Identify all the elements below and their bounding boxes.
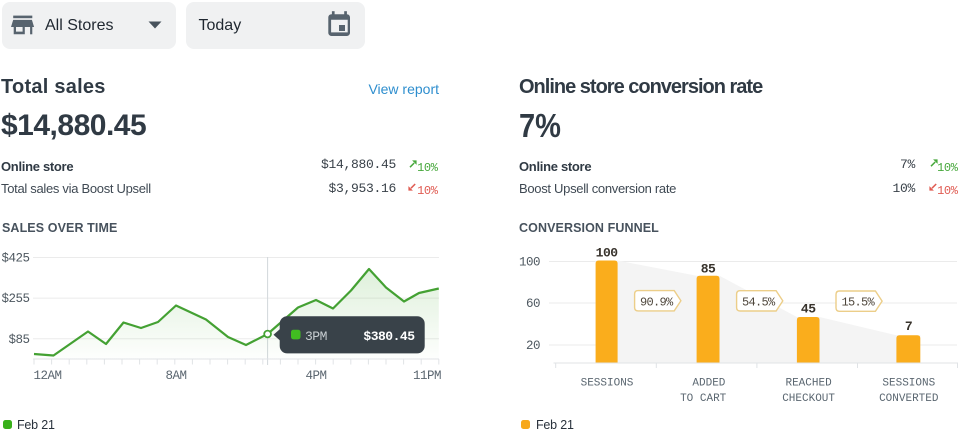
svg-text:CONVERTED: CONVERTED — [879, 393, 939, 405]
svg-text:54.5%: 54.5% — [742, 295, 776, 309]
svg-text:$255: $255 — [1, 292, 29, 306]
svg-text:100: 100 — [519, 256, 540, 270]
svg-text:ADDED: ADDED — [692, 378, 725, 390]
svg-text:$380.45: $380.45 — [363, 329, 415, 344]
svg-text:8AM: 8AM — [165, 369, 186, 383]
svg-text:100: 100 — [596, 246, 619, 261]
svg-text:4PM: 4PM — [305, 369, 326, 383]
svg-text:60: 60 — [526, 297, 540, 311]
svg-text:90.9%: 90.9% — [640, 295, 674, 309]
svg-text:45: 45 — [801, 302, 816, 317]
svg-text:11PM: 11PM — [413, 369, 441, 383]
svg-text:TO CART: TO CART — [680, 393, 727, 405]
svg-text:SESSIONS: SESSIONS — [581, 378, 634, 390]
svg-text:20: 20 — [526, 339, 540, 353]
svg-text:85: 85 — [701, 262, 716, 277]
svg-text:$425: $425 — [1, 252, 29, 266]
svg-text:12AM: 12AM — [34, 369, 62, 383]
svg-text:CHECKOUT: CHECKOUT — [782, 393, 835, 405]
svg-text:7: 7 — [905, 319, 912, 334]
svg-text:REACHED: REACHED — [785, 378, 832, 390]
svg-text:SESSIONS: SESSIONS — [882, 378, 935, 390]
svg-text:3PM: 3PM — [305, 329, 327, 344]
svg-text:$85: $85 — [8, 333, 29, 347]
svg-text:15.5%: 15.5% — [842, 296, 876, 310]
